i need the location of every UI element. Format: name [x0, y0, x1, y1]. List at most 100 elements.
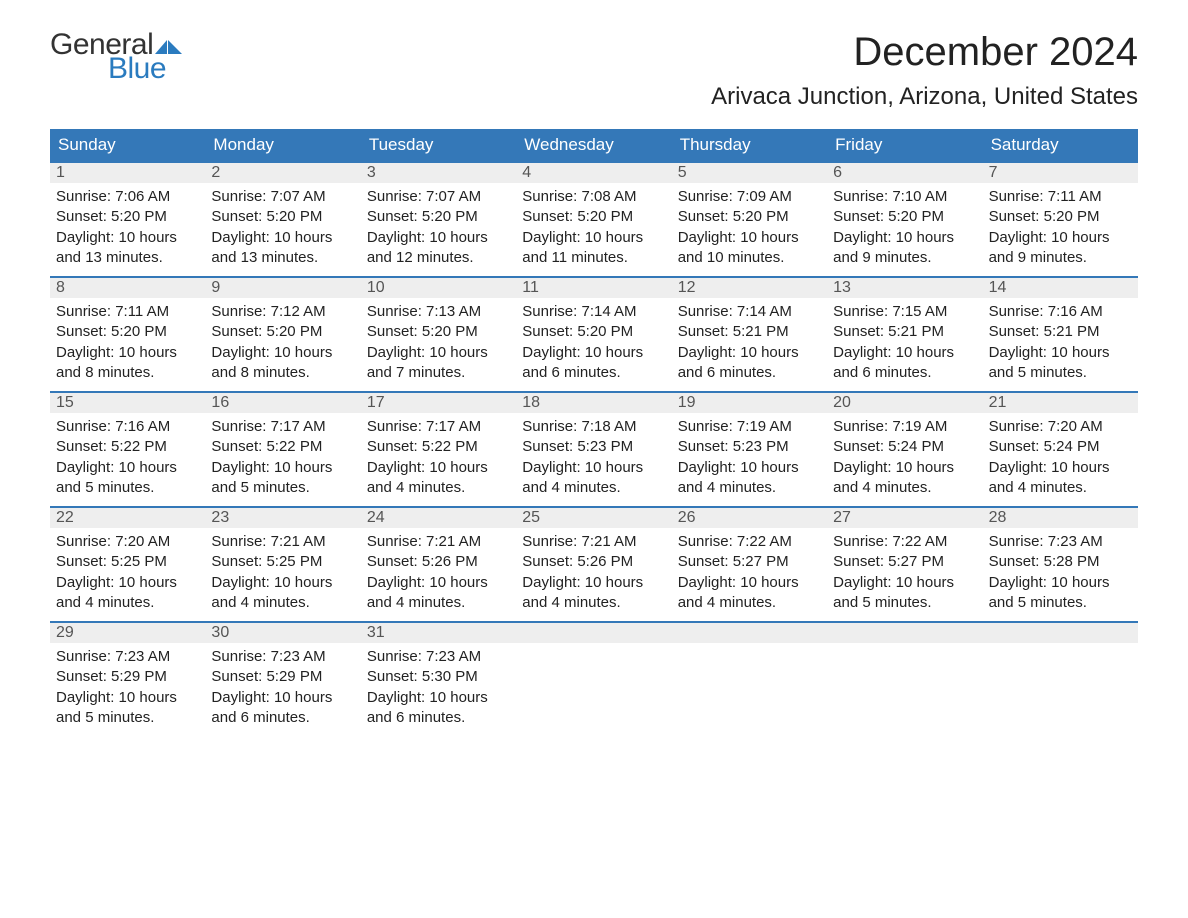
sunrise-text: Sunrise: 7:16 AM — [56, 417, 199, 437]
daylight-text: Daylight: 10 hours and 7 minutes. — [367, 343, 510, 384]
day-body: Sunrise: 7:14 AMSunset: 5:20 PMDaylight:… — [516, 298, 671, 391]
sunrise-text: Sunrise: 7:23 AM — [211, 647, 354, 667]
sunset-text: Sunset: 5:26 PM — [367, 552, 510, 572]
day-body: Sunrise: 7:22 AMSunset: 5:27 PMDaylight:… — [827, 528, 982, 621]
sunset-text: Sunset: 5:23 PM — [522, 437, 665, 457]
sunset-text: Sunset: 5:20 PM — [56, 322, 199, 342]
page-header: General Blue December 2024 Arivaca Junct… — [50, 30, 1138, 111]
sunset-text: Sunset: 5:28 PM — [989, 552, 1132, 572]
day-body: Sunrise: 7:16 AMSunset: 5:21 PMDaylight:… — [983, 298, 1138, 391]
daylight-text: Daylight: 10 hours and 6 minutes. — [367, 688, 510, 729]
sunrise-text: Sunrise: 7:22 AM — [833, 532, 976, 552]
sunset-text: Sunset: 5:20 PM — [833, 207, 976, 227]
day-number: 1 — [50, 163, 205, 183]
day-body: Sunrise: 7:21 AMSunset: 5:25 PMDaylight:… — [205, 528, 360, 621]
sunrise-text: Sunrise: 7:14 AM — [522, 302, 665, 322]
daylight-text: Daylight: 10 hours and 8 minutes. — [211, 343, 354, 384]
sunrise-text: Sunrise: 7:19 AM — [833, 417, 976, 437]
day-cell: 8 Sunrise: 7:11 AMSunset: 5:20 PMDaylight… — [50, 278, 205, 391]
daylight-text: Daylight: 10 hours and 4 minutes. — [678, 573, 821, 614]
sunrise-text: Sunrise: 7:21 AM — [367, 532, 510, 552]
weekday-header-cell: Monday — [205, 129, 360, 161]
day-cell — [516, 623, 671, 736]
day-cell: 20Sunrise: 7:19 AMSunset: 5:24 PMDayligh… — [827, 393, 982, 506]
sunrise-text: Sunrise: 7:22 AM — [678, 532, 821, 552]
sunrise-text: Sunrise: 7:17 AM — [367, 417, 510, 437]
day-cell: 23Sunrise: 7:21 AMSunset: 5:25 PMDayligh… — [205, 508, 360, 621]
day-body: Sunrise: 7:21 AMSunset: 5:26 PMDaylight:… — [516, 528, 671, 621]
day-cell: 6Sunrise: 7:10 AMSunset: 5:20 PMDaylight… — [827, 163, 982, 276]
sunrise-text: Sunrise: 7:11 AM — [989, 187, 1132, 207]
day-cell: 5Sunrise: 7:09 AMSunset: 5:20 PMDaylight… — [672, 163, 827, 276]
day-cell: 31Sunrise: 7:23 AMSunset: 5:30 PMDayligh… — [361, 623, 516, 736]
sunrise-text: Sunrise: 7:21 AM — [522, 532, 665, 552]
day-number: 22 — [50, 508, 205, 528]
day-body: Sunrise: 7:20 AMSunset: 5:24 PMDaylight:… — [983, 413, 1138, 506]
day-number: 11 — [516, 278, 671, 298]
day-cell — [672, 623, 827, 736]
daylight-text: Daylight: 10 hours and 5 minutes. — [989, 343, 1132, 384]
daylight-text: Daylight: 10 hours and 12 minutes. — [367, 228, 510, 269]
calendar: SundayMondayTuesdayWednesdayThursdayFrid… — [50, 129, 1138, 736]
day-number: 24 — [361, 508, 516, 528]
day-cell: 10Sunrise: 7:13 AMSunset: 5:20 PMDayligh… — [361, 278, 516, 391]
weekday-header-cell: Wednesday — [516, 129, 671, 161]
day-body: Sunrise: 7:07 AMSunset: 5:20 PMDaylight:… — [361, 183, 516, 276]
sunset-text: Sunset: 5:23 PM — [678, 437, 821, 457]
sunrise-text: Sunrise: 7:17 AM — [211, 417, 354, 437]
day-number: 26 — [672, 508, 827, 528]
day-number: 4 — [516, 163, 671, 183]
day-cell: 29Sunrise: 7:23 AMSunset: 5:29 PMDayligh… — [50, 623, 205, 736]
sunrise-text: Sunrise: 7:14 AM — [678, 302, 821, 322]
daylight-text: Daylight: 10 hours and 4 minutes. — [989, 458, 1132, 499]
day-body: Sunrise: 7:09 AMSunset: 5:20 PMDaylight:… — [672, 183, 827, 276]
sunset-text: Sunset: 5:22 PM — [367, 437, 510, 457]
sunrise-text: Sunrise: 7:11 AM — [56, 302, 199, 322]
sunset-text: Sunset: 5:20 PM — [211, 207, 354, 227]
daylight-text: Daylight: 10 hours and 4 minutes. — [522, 458, 665, 499]
day-body: Sunrise: 7:06 AMSunset: 5:20 PMDaylight:… — [50, 183, 205, 276]
week-row: 8Sunrise: 7:11 AMSunset: 5:20 PMDaylight… — [50, 276, 1138, 391]
sunrise-text: Sunrise: 7:12 AM — [211, 302, 354, 322]
sunrise-text: Sunrise: 7:07 AM — [367, 187, 510, 207]
sunset-text: Sunset: 5:21 PM — [989, 322, 1132, 342]
day-cell — [827, 623, 982, 736]
day-number: 30 — [205, 623, 360, 643]
day-cell: 22Sunrise: 7:20 AMSunset: 5:25 PMDayligh… — [50, 508, 205, 621]
day-body: Sunrise: 7:15 AMSunset: 5:21 PMDaylight:… — [827, 298, 982, 391]
sunrise-text: Sunrise: 7:10 AM — [833, 187, 976, 207]
day-cell: 14Sunrise: 7:16 AMSunset: 5:21 PMDayligh… — [983, 278, 1138, 391]
day-cell: 3Sunrise: 7:07 AMSunset: 5:20 PMDaylight… — [361, 163, 516, 276]
day-number: 8 — [50, 278, 205, 298]
sunset-text: Sunset: 5:25 PM — [211, 552, 354, 572]
sunset-text: Sunset: 5:20 PM — [367, 207, 510, 227]
sunset-text: Sunset: 5:29 PM — [56, 667, 199, 687]
sunset-text: Sunset: 5:30 PM — [367, 667, 510, 687]
day-cell: 16Sunrise: 7:17 AMSunset: 5:22 PMDayligh… — [205, 393, 360, 506]
day-cell: 15Sunrise: 7:16 AMSunset: 5:22 PMDayligh… — [50, 393, 205, 506]
daylight-text: Daylight: 10 hours and 4 minutes. — [211, 573, 354, 614]
day-number: 16 — [205, 393, 360, 413]
day-body: Sunrise: 7:07 AMSunset: 5:20 PMDaylight:… — [205, 183, 360, 276]
day-cell: 27Sunrise: 7:22 AMSunset: 5:27 PMDayligh… — [827, 508, 982, 621]
day-cell: 4Sunrise: 7:08 AMSunset: 5:20 PMDaylight… — [516, 163, 671, 276]
weekday-header-cell: Saturday — [983, 129, 1138, 161]
day-number: 12 — [672, 278, 827, 298]
day-cell: 11Sunrise: 7:14 AMSunset: 5:20 PMDayligh… — [516, 278, 671, 391]
day-cell: 13Sunrise: 7:15 AMSunset: 5:21 PMDayligh… — [827, 278, 982, 391]
daylight-text: Daylight: 10 hours and 8 minutes. — [56, 343, 199, 384]
day-cell: 25Sunrise: 7:21 AMSunset: 5:26 PMDayligh… — [516, 508, 671, 621]
day-number: 25 — [516, 508, 671, 528]
sunrise-text: Sunrise: 7:23 AM — [989, 532, 1132, 552]
weekday-header-cell: Friday — [827, 129, 982, 161]
day-body: Sunrise: 7:12 AMSunset: 5:20 PMDaylight:… — [205, 298, 360, 391]
day-number: 19 — [672, 393, 827, 413]
weekday-header-cell: Thursday — [672, 129, 827, 161]
day-cell: 1Sunrise: 7:06 AMSunset: 5:20 PMDaylight… — [50, 163, 205, 276]
day-body: Sunrise: 7:11 AMSunset: 5:20 PMDaylight:… — [983, 183, 1138, 276]
sunset-text: Sunset: 5:21 PM — [678, 322, 821, 342]
day-body: Sunrise: 7:23 AMSunset: 5:29 PMDaylight:… — [50, 643, 205, 736]
sunrise-text: Sunrise: 7:19 AM — [678, 417, 821, 437]
sunset-text: Sunset: 5:20 PM — [367, 322, 510, 342]
sunset-text: Sunset: 5:20 PM — [522, 322, 665, 342]
